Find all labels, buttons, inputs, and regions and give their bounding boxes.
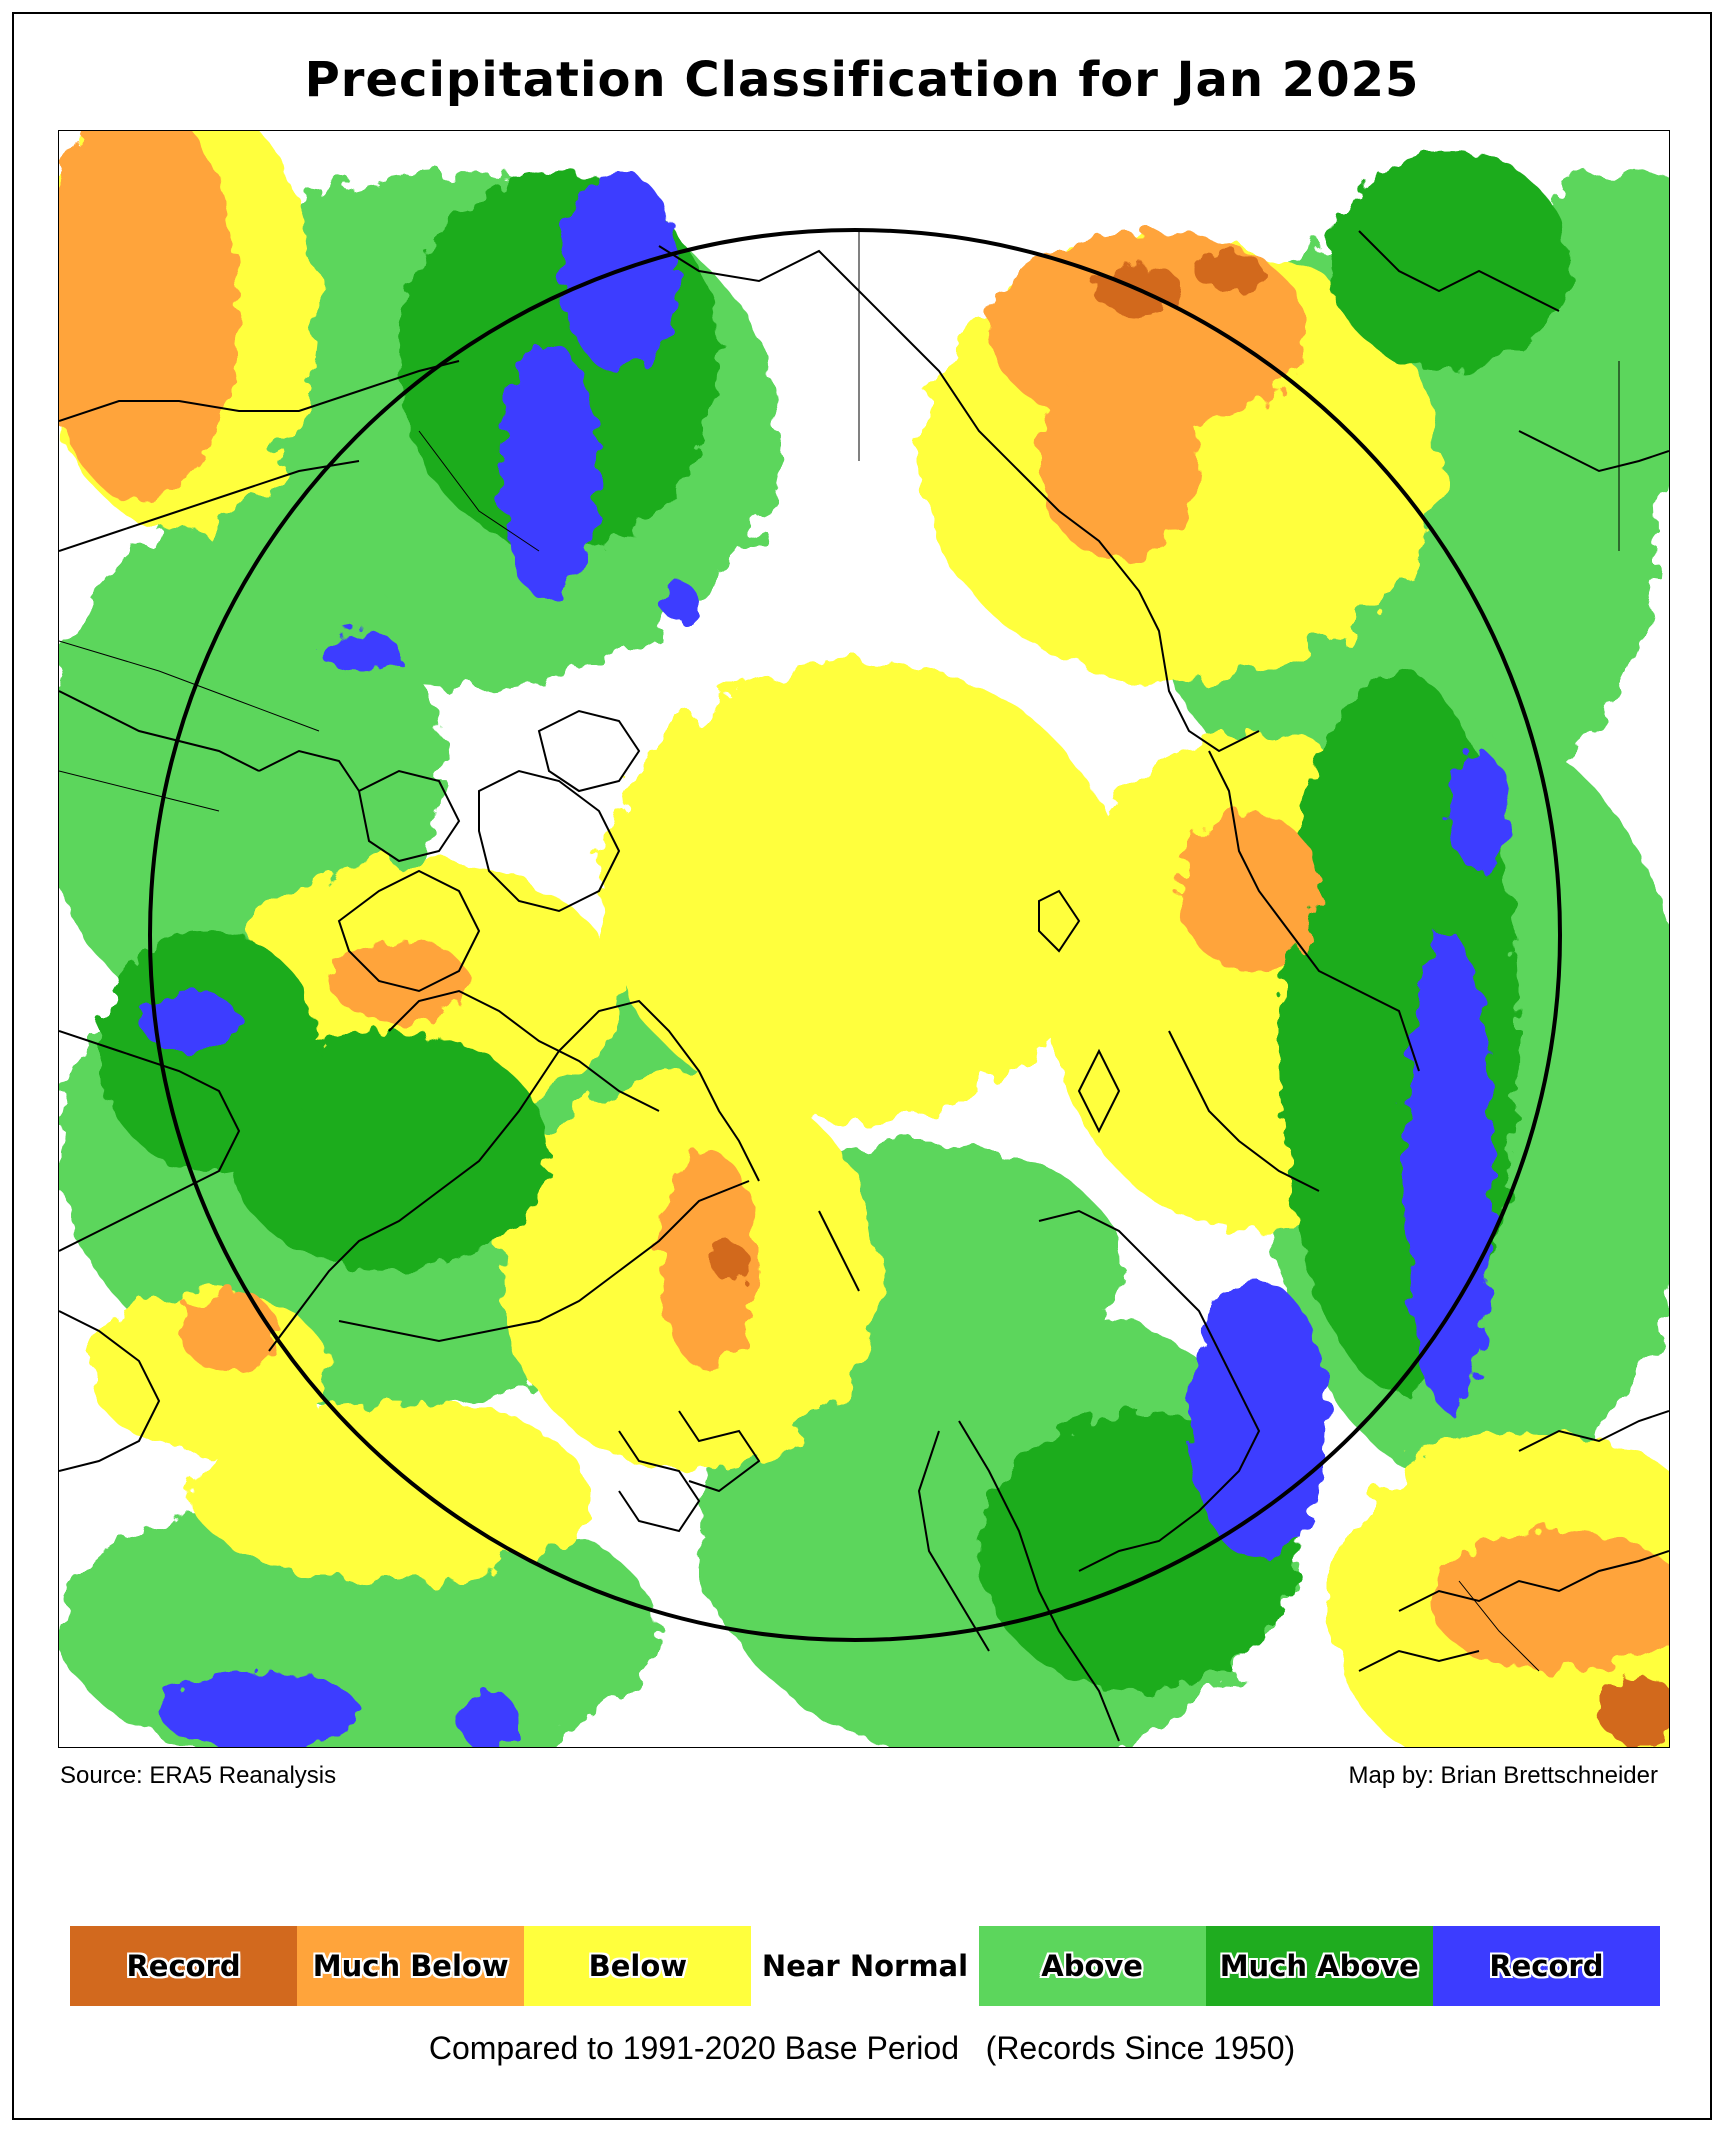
legend-item-near-normal: Near Normal [751,1926,979,2006]
source-label: Source: ERA5 Reanalysis [60,1762,337,1789]
credit-label: Map by: Brian Brettschneider [1348,1762,1658,1789]
base-period-caption: Compared to 1991-2020 Base Period (Recor… [428,2030,1296,2066]
map-title: Precipitation Classification for Jan 202… [304,52,1420,108]
legend-item-record-wet: Record [1432,1926,1660,2006]
precipitation-map [58,130,1670,1748]
legend-item-above: Above [978,1926,1206,2006]
arctic-circle-ring [148,228,1562,1642]
figure-frame [12,12,1712,2120]
class-field-record-dry [711,251,1669,1746]
legend-item-below: Below [524,1926,752,2006]
legend-item-much-above: Much Above [1205,1926,1433,2006]
map-svg [59,131,1669,1747]
class-field-much-below [59,131,1669,1671]
boundaries [59,231,1620,1672]
coastlines [59,230,1669,1742]
legend-item-record-dry: Record [70,1926,298,2006]
legend-bar: Record Much Below Below Near Normal Abov… [70,1926,1660,2006]
class-field-record-wet [139,171,1509,1747]
legend-item-much-below: Much Below [297,1926,525,2006]
